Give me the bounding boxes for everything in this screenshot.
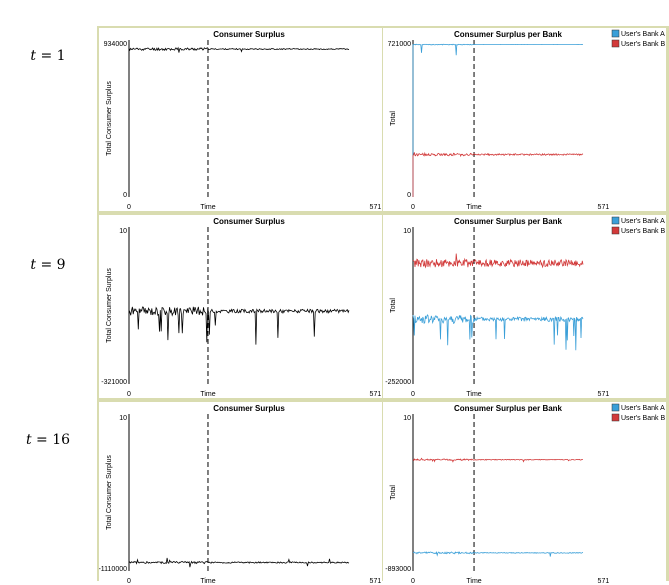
chart-title: Consumer Surplus <box>213 404 285 413</box>
y-tick-label-min: -321000 <box>101 379 127 386</box>
y-tick-label-min: -252000 <box>385 379 411 386</box>
chart-title: Consumer Surplus <box>213 217 285 226</box>
x-axis-label: Time <box>466 204 481 211</box>
chart-panel-0: Consumer Surplus 934000 0 0 571 Time Total Con… <box>99 28 382 211</box>
x-tick-label-min: 0 <box>127 578 131 585</box>
y-axis-label: Total <box>390 298 397 313</box>
y-tick-label-min: -893000 <box>385 566 411 573</box>
x-axis-label: Time <box>200 391 215 398</box>
series-line-0 <box>128 306 350 345</box>
chart-panel-4: Consumer Surplus 10 -1110000 0 571 Time Total … <box>99 402 382 585</box>
y-tick-label-max: 10 <box>119 228 127 235</box>
x-tick-label-min: 0 <box>127 204 131 211</box>
series-line-0 <box>412 43 584 197</box>
x-axis-label: Time <box>466 578 481 585</box>
y-axis-label: Total <box>390 111 397 126</box>
x-tick-label-min: 0 <box>411 204 415 211</box>
chart-title: Consumer Surplus per Bank <box>454 217 563 226</box>
row-label-t1: t = 1 <box>30 48 66 64</box>
chart-panel-1: Consumer Surplus per Bank 721000 0 0 571 Time… <box>383 28 666 211</box>
chart-svg: Consumer Surplus 934000 00 571 Time Total Con… <box>104 30 382 211</box>
y-tick-label-max: 10 <box>119 415 127 422</box>
legend-label-0: User's Bank A <box>621 218 665 225</box>
y-tick-label-max: 10 <box>403 415 411 422</box>
y-tick-label-max: 10 <box>403 228 411 235</box>
chart-title: Consumer Surplus per Bank <box>454 30 563 39</box>
legend-swatch-0 <box>611 403 620 412</box>
row-label-t16: t = 16 <box>25 432 71 448</box>
row-label-t9: t = 9 <box>30 257 66 273</box>
chart-panel-5: Consumer Surplus per Bank 10 -893000 0 571 Ti… <box>383 402 666 585</box>
x-axis-label: Time <box>466 391 481 398</box>
y-axis-label: Total <box>390 485 397 500</box>
y-axis-label: Total Consumer Surplus <box>106 81 113 156</box>
chart-panel-3: Consumer Surplus per Bank 10 -252000 0 571 Ti… <box>383 215 666 398</box>
series-line-1 <box>412 151 584 197</box>
legend-swatch-1 <box>611 413 620 422</box>
y-axis-label: Total Consumer Surplus <box>106 268 113 343</box>
x-tick-label-max: 571 <box>370 578 382 585</box>
x-tick-label-min: 0 <box>127 391 131 398</box>
legend-swatch-1 <box>611 226 620 235</box>
series-line-1 <box>412 253 584 269</box>
y-tick-label-max: 934000 <box>104 41 127 48</box>
y-tick-label-min: -1110000 <box>99 566 127 573</box>
legend-swatch-1 <box>611 39 620 48</box>
legend-swatch-0 <box>611 29 620 38</box>
series-line-0 <box>412 314 584 351</box>
legend-label-0: User's Bank A <box>621 31 665 38</box>
x-tick-label-max: 571 <box>598 578 610 585</box>
y-tick-label-max: 721000 <box>388 41 411 48</box>
x-tick-label-min: 0 <box>411 391 415 398</box>
chart-panel-2: Consumer Surplus 10 -321000 0 571 Time Total C… <box>99 215 382 398</box>
y-tick-label-min: 0 <box>123 192 127 199</box>
legend-swatch-0 <box>611 216 620 225</box>
y-tick-label-min: 0 <box>407 192 411 199</box>
legend-label-1: User's Bank B <box>621 415 665 422</box>
plot-grid: Consumer Surplus 934000 0 0 571 Time Total Con… <box>97 26 669 585</box>
y-axis-label: Total Consumer Surplus <box>106 455 113 530</box>
x-tick-label-min: 0 <box>411 578 415 585</box>
series-line-0 <box>128 46 350 197</box>
legend-label-1: User's Bank B <box>621 228 665 235</box>
x-tick-label-max: 571 <box>598 204 610 211</box>
chart-svg: Consumer Surplus per Bank 721000 00 571 Time… <box>388 29 665 211</box>
x-axis-label: Time <box>200 578 215 585</box>
legend-label-1: User's Bank B <box>621 41 665 48</box>
chart-title: Consumer Surplus per Bank <box>454 404 563 413</box>
x-axis-label: Time <box>200 204 215 211</box>
x-tick-label-max: 571 <box>370 391 382 398</box>
legend-label-0: User's Bank A <box>621 405 665 412</box>
series-line-1 <box>412 457 583 463</box>
x-tick-label-max: 571 <box>598 391 610 398</box>
series-line-0 <box>128 557 350 568</box>
x-tick-label-max: 571 <box>370 204 382 211</box>
chart-title: Consumer Surplus <box>213 30 285 39</box>
series-line-0 <box>412 550 584 557</box>
